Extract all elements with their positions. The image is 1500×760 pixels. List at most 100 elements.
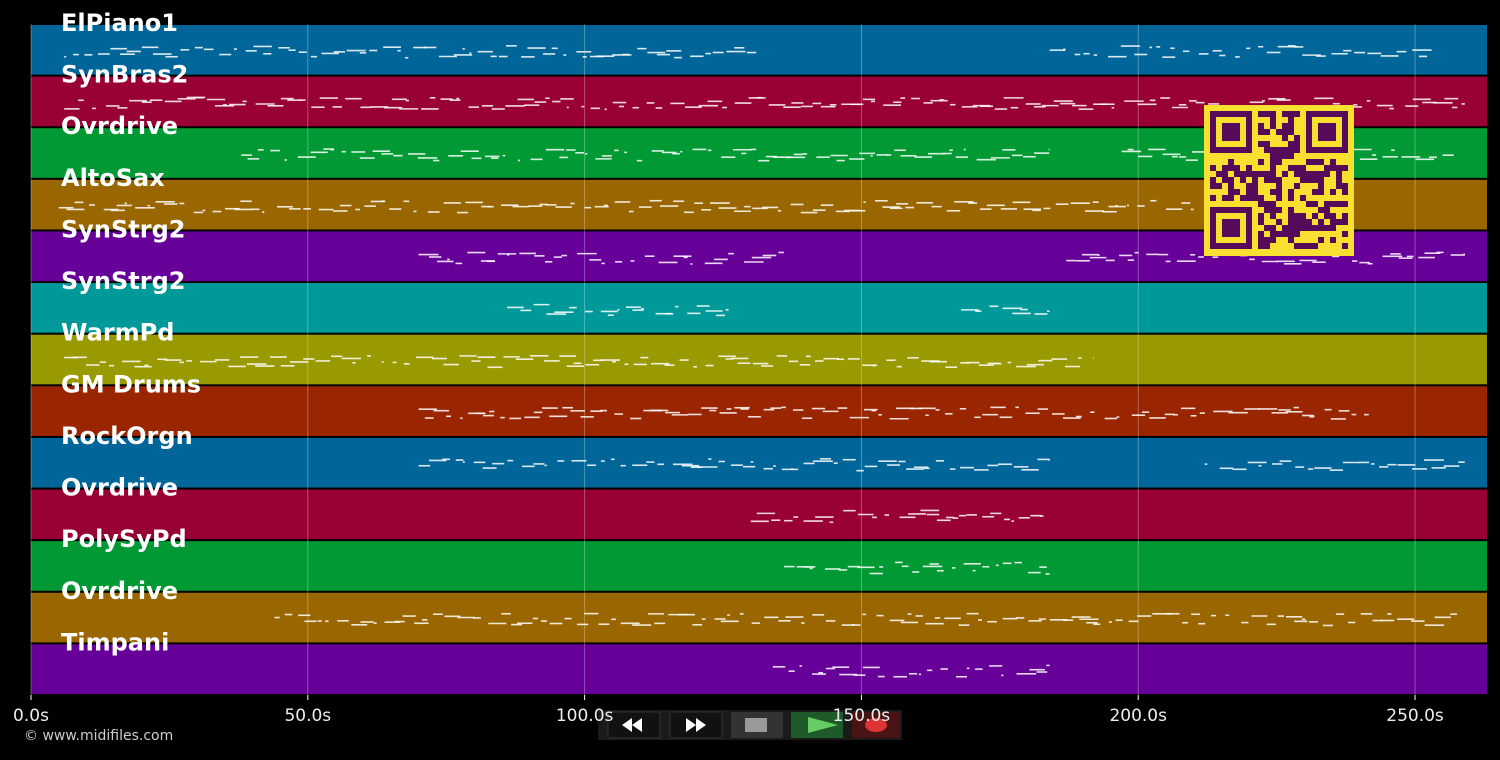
note-span [241, 148, 1050, 162]
note-span [58, 199, 1194, 214]
qr-module [1288, 207, 1294, 213]
track-label: RockOrgn [61, 422, 193, 450]
track-label: SynStrg2 [61, 215, 186, 243]
qr-module [1342, 213, 1348, 219]
note-span [64, 96, 1465, 111]
qr-module [1300, 213, 1306, 219]
track-band [31, 489, 1487, 540]
qr-module [1312, 213, 1318, 219]
track-label: Ovrdrive [61, 474, 178, 502]
qr-module [1330, 201, 1336, 207]
qr-module [1306, 201, 1312, 207]
qr-module [1288, 237, 1294, 243]
qr-module [1318, 219, 1324, 225]
qr-module [1288, 231, 1294, 237]
qr-module [1300, 195, 1306, 201]
track-label: Timpani [61, 628, 169, 656]
qr-module [1228, 189, 1234, 195]
qr-module [1300, 225, 1306, 231]
qr-module [1318, 171, 1324, 177]
qr-module [1330, 219, 1336, 225]
stop-button[interactable] [731, 712, 783, 738]
qr-module [1270, 237, 1276, 243]
qr-module [1294, 225, 1300, 231]
qr-module [1270, 159, 1276, 165]
qr-module [1234, 189, 1240, 195]
note-span [961, 305, 1050, 315]
qr-code [1204, 105, 1354, 256]
qr-module [1270, 165, 1276, 171]
qr-module [1294, 165, 1300, 171]
record-button[interactable] [852, 712, 900, 738]
qr-module [1228, 159, 1234, 165]
qr-module [1312, 177, 1318, 183]
grid [30, 24, 1416, 700]
qr-module [1210, 195, 1216, 201]
qr-module [1336, 183, 1342, 189]
note-span [418, 406, 1369, 420]
track-label: SynBras2 [61, 61, 188, 89]
qr-module [1342, 243, 1348, 249]
qr-module [1264, 147, 1270, 153]
qr-module [1312, 189, 1318, 195]
fast-forward-button[interactable] [669, 711, 723, 739]
qr-module [1312, 201, 1318, 207]
qr-module [1240, 195, 1246, 201]
qr-module [1300, 165, 1306, 171]
qr-module [1240, 171, 1246, 177]
qr-module [1258, 171, 1264, 177]
note-span [1204, 459, 1465, 471]
qr-module [1246, 195, 1252, 201]
qr-module [1282, 123, 1288, 129]
qr-module [1270, 201, 1276, 207]
qr-module [1294, 183, 1300, 189]
track-band [31, 386, 1487, 436]
qr-module [1234, 165, 1240, 171]
qr-module [1294, 141, 1300, 147]
x-tick-label: 150.0s [833, 706, 891, 726]
play-button[interactable] [791, 712, 843, 738]
qr-module [1306, 243, 1312, 249]
qr-module [1228, 177, 1234, 183]
qr-module [1342, 201, 1348, 207]
qr-module [1294, 171, 1300, 177]
qr-module [1318, 183, 1324, 189]
qr-module [1276, 183, 1282, 189]
qr-module [1270, 231, 1276, 237]
qr-module [1210, 183, 1216, 189]
note-span [772, 664, 1050, 678]
qr-module [1306, 225, 1312, 231]
qr-module [1276, 219, 1282, 225]
labels: ElPiano1 SynBras2 Ovrdrive AltoSax SynStrg2 S… [61, 9, 201, 656]
qr-module [1276, 153, 1282, 159]
qr-module [1264, 171, 1270, 177]
qr-module [1324, 207, 1330, 213]
qr-module [1294, 243, 1300, 249]
qr-module [1330, 237, 1336, 243]
qr-module [1258, 111, 1264, 117]
qr-module [1336, 165, 1342, 171]
x-tick-label: 250.0s [1386, 706, 1444, 726]
note-span [1066, 251, 1465, 265]
qr-module [1270, 117, 1276, 123]
qr-module [1252, 171, 1258, 177]
qr-module [1300, 243, 1306, 249]
qr-module [1342, 219, 1348, 225]
rewind-button[interactable] [607, 711, 661, 739]
qr-module [1228, 183, 1234, 189]
qr-module [1300, 219, 1306, 225]
qr-module [1210, 165, 1216, 171]
qr-module [1282, 225, 1288, 231]
qr-module [1282, 153, 1288, 159]
track-band [31, 644, 1487, 694]
qr-module [1342, 165, 1348, 171]
track-band [31, 25, 1487, 75]
qr-module [1258, 123, 1264, 129]
qr-finder [1222, 219, 1240, 237]
track-band [31, 541, 1487, 591]
qr-module [1294, 231, 1300, 237]
qr-module [1318, 189, 1324, 195]
qr-module [1318, 237, 1324, 243]
qr-module [1312, 159, 1318, 165]
qr-module [1258, 195, 1264, 201]
